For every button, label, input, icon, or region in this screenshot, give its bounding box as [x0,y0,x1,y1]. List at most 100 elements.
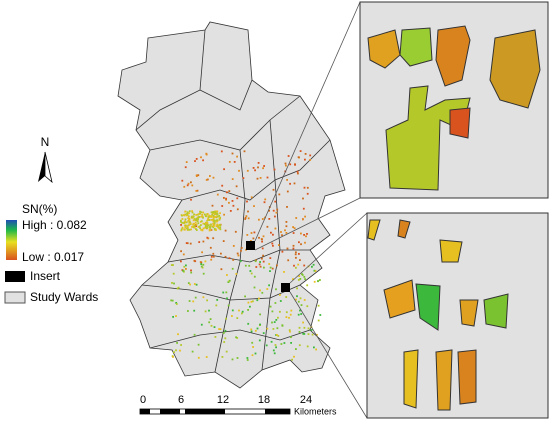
sn-pixel [275,319,278,321]
sn-pixel [262,235,265,238]
sn-pixel [188,223,191,226]
sn-pixel [261,291,264,294]
sn-pixel [290,336,292,338]
sn-pixel [194,296,197,299]
sn-pixel [185,242,188,244]
sn-pixel [302,197,304,200]
sn-pixel [285,296,288,298]
sn-pixel [216,219,218,221]
sn-pixel [295,217,298,219]
sn-pixel [317,280,320,282]
sn-pixel [201,215,204,218]
north-arrow [38,152,45,182]
sn-pixel [212,252,215,255]
sn-pixel [274,215,276,218]
sn-pixel [221,184,224,187]
sn-pixel [299,259,301,261]
sn-pixel [293,182,296,185]
sn-pixel [251,341,254,344]
sn-pixel [289,313,292,316]
sn-pixel [236,357,239,359]
sn-pixel [299,278,302,280]
sn-pixel [210,223,212,226]
sn-pixel [244,216,247,219]
sn-pixel [189,242,192,245]
sn-pixel [206,213,209,215]
sn-pixel [185,268,187,270]
sn-pixel [218,227,221,230]
sn-pixel [211,204,214,207]
sn-pixel [197,356,200,359]
sn-pixel [214,336,217,338]
sn-pixel [304,278,306,280]
sn-pixel [195,225,197,227]
sn-pixel [259,265,262,268]
sn-pixel [201,213,203,216]
sn-pixel [210,229,213,231]
sn-pixel [213,221,216,224]
sn-pixel [185,161,188,163]
sn-pixel [306,192,309,195]
sn-pixel [193,259,196,262]
sn-pixel [171,282,173,284]
sn-pixel [272,349,275,352]
sn-pixel [202,272,205,275]
sn-pixel [204,260,207,263]
sn-pixel [228,201,230,204]
sn-pixel [253,286,256,289]
sn-pixel [269,257,272,259]
sn-pixel [252,346,254,348]
sn-pixel [271,242,274,245]
sn-pixel [317,304,320,307]
sn-pixel [173,351,175,354]
sn-pixel [191,184,194,187]
sn-pixel [215,212,218,215]
sn-pixel [293,227,296,230]
sn-pixel [236,252,239,255]
sn-pixel [196,189,199,192]
sn-pixel [246,200,248,203]
sn-pixel [187,228,190,231]
sn-pixel [197,343,200,346]
sn-pixel [214,213,216,215]
sn-pixel [272,188,275,191]
sn-pixel [193,225,196,227]
sn-pixel [210,211,213,214]
sn-pixel [277,335,280,337]
sn-pixel [286,247,289,250]
sn-pixel [279,310,281,313]
sn-pixel [289,182,291,185]
sn-pixel [200,263,203,265]
sn-pixel [207,216,210,218]
sn-pixel [202,159,204,162]
sn-pixel [200,261,203,264]
sn-pixel [319,279,321,281]
sn-pixel [205,226,207,228]
sn-pixel [289,163,292,166]
sn-pixel [212,255,215,258]
sn-pixel [244,264,247,267]
sn-pixel [221,205,224,207]
sn-pixel [190,215,193,218]
sn-pixel [200,220,203,223]
sn-pixel [190,269,192,272]
sn-pixel [223,168,225,171]
inset-bottom [366,212,549,419]
sn-pixel [319,314,322,316]
sn-pixel [216,215,219,218]
sn-pixel [200,229,203,231]
sn-pixel [232,259,235,261]
sn-pixel [258,218,260,221]
sn-pixel [206,222,209,224]
sn-pixel [205,356,208,358]
sn-pixel [187,310,189,312]
sn-pixel [186,214,188,217]
sn-pixel [202,216,204,219]
scale-label: 18 [258,394,270,406]
sn-pixel [226,191,228,194]
sn-pixel [258,236,260,239]
sn-pixel [176,342,178,344]
sn-pixel [229,210,232,212]
sn-pixel [265,344,268,347]
